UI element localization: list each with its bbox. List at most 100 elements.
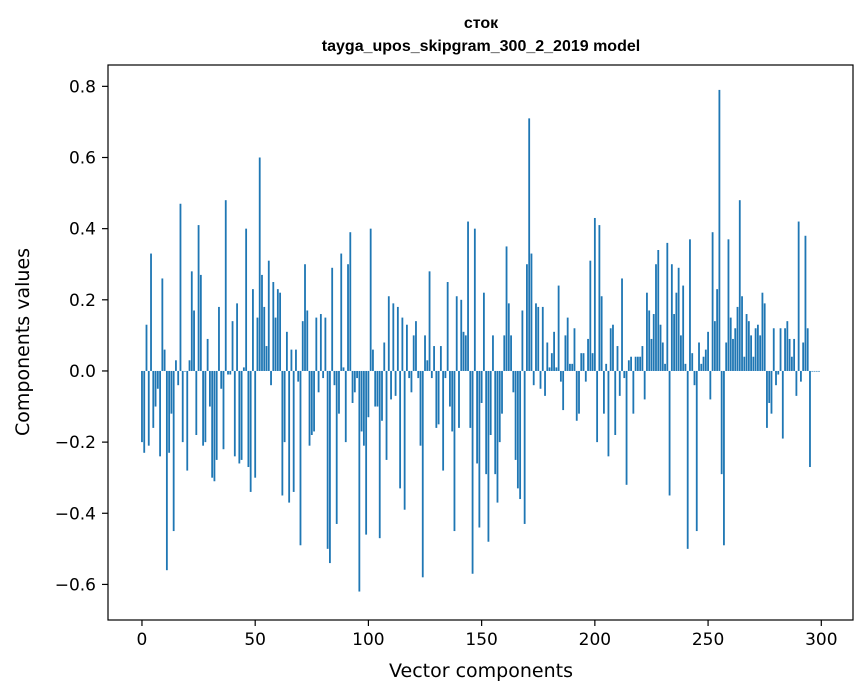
bar bbox=[487, 370, 490, 542]
bar bbox=[775, 370, 777, 386]
bar bbox=[700, 363, 703, 371]
y-tick-label: 0.8 bbox=[69, 77, 96, 97]
bar bbox=[428, 271, 431, 371]
plot-frame bbox=[107, 64, 854, 621]
bar bbox=[605, 363, 608, 371]
bar bbox=[442, 370, 445, 471]
bar bbox=[362, 370, 365, 446]
bar bbox=[274, 317, 277, 371]
bar bbox=[435, 370, 438, 428]
bar bbox=[245, 228, 248, 371]
bar bbox=[818, 370, 820, 372]
bar bbox=[503, 335, 506, 371]
bar bbox=[593, 217, 596, 371]
bar bbox=[507, 303, 510, 371]
bar bbox=[342, 367, 345, 371]
bar bbox=[756, 324, 759, 371]
bar bbox=[367, 370, 370, 418]
bar bbox=[319, 314, 322, 371]
bar bbox=[616, 346, 619, 371]
bar bbox=[747, 321, 750, 371]
bar bbox=[236, 303, 238, 371]
bar bbox=[369, 228, 372, 371]
bar bbox=[394, 370, 397, 396]
bar bbox=[564, 335, 567, 371]
bar bbox=[324, 317, 327, 371]
bar bbox=[177, 370, 180, 386]
bar bbox=[227, 370, 229, 375]
bar bbox=[322, 370, 325, 379]
bar bbox=[156, 370, 159, 389]
bar bbox=[313, 370, 315, 432]
bar bbox=[736, 306, 739, 371]
bar bbox=[147, 370, 150, 446]
bar bbox=[374, 370, 377, 407]
bar bbox=[519, 370, 522, 500]
bar bbox=[220, 370, 223, 389]
bar bbox=[329, 370, 331, 564]
bar bbox=[471, 370, 474, 574]
bar bbox=[580, 353, 583, 371]
bar bbox=[664, 363, 666, 371]
bar bbox=[623, 370, 626, 379]
y-tick-label: 0.0 bbox=[69, 362, 96, 382]
bar bbox=[372, 349, 374, 371]
bar bbox=[494, 370, 497, 475]
bar bbox=[607, 370, 610, 457]
bar bbox=[650, 338, 653, 371]
bar bbox=[455, 296, 458, 371]
bar bbox=[646, 292, 648, 371]
bar bbox=[555, 367, 558, 371]
bar bbox=[723, 370, 725, 546]
bar bbox=[550, 353, 553, 371]
bar bbox=[716, 289, 719, 371]
bar bbox=[612, 324, 614, 371]
y-axis-ticks: −0.6 −0.4 −0.2 0.0 0.2 0.4 0.6 0.8 bbox=[55, 77, 108, 595]
bar bbox=[793, 338, 796, 371]
bar bbox=[252, 289, 254, 371]
bar bbox=[600, 296, 603, 371]
bar bbox=[430, 370, 433, 379]
bar bbox=[193, 310, 195, 371]
bar bbox=[578, 370, 580, 414]
bar bbox=[446, 282, 449, 371]
bar bbox=[344, 370, 347, 443]
bar bbox=[779, 328, 782, 371]
bar bbox=[569, 363, 571, 371]
bar bbox=[485, 370, 488, 475]
bar bbox=[317, 370, 320, 393]
bar bbox=[462, 331, 465, 371]
bar bbox=[378, 370, 381, 539]
bar bbox=[408, 370, 411, 379]
bar bbox=[526, 264, 528, 371]
bar bbox=[516, 370, 519, 489]
bar bbox=[707, 331, 709, 371]
bar bbox=[530, 253, 533, 371]
bar bbox=[559, 370, 562, 382]
bar bbox=[306, 310, 309, 371]
bar bbox=[331, 267, 334, 371]
bar bbox=[410, 370, 413, 393]
bar bbox=[537, 306, 540, 371]
bar bbox=[557, 285, 560, 371]
bar bbox=[381, 370, 383, 421]
bar bbox=[750, 335, 753, 371]
bar bbox=[786, 321, 789, 371]
bar bbox=[453, 370, 456, 532]
bar bbox=[347, 264, 349, 371]
bar bbox=[403, 370, 406, 510]
bar bbox=[304, 264, 306, 371]
bar bbox=[800, 370, 802, 382]
bar bbox=[301, 321, 304, 371]
chart-title: сток bbox=[464, 15, 499, 32]
bar bbox=[657, 250, 660, 371]
x-tick-label: 50 bbox=[244, 630, 266, 650]
bar bbox=[421, 370, 424, 578]
bar bbox=[213, 370, 216, 482]
bar bbox=[188, 360, 191, 371]
bar bbox=[476, 370, 479, 464]
bar bbox=[353, 370, 356, 393]
bar bbox=[621, 278, 623, 371]
bar bbox=[766, 370, 768, 428]
bar bbox=[281, 370, 284, 496]
